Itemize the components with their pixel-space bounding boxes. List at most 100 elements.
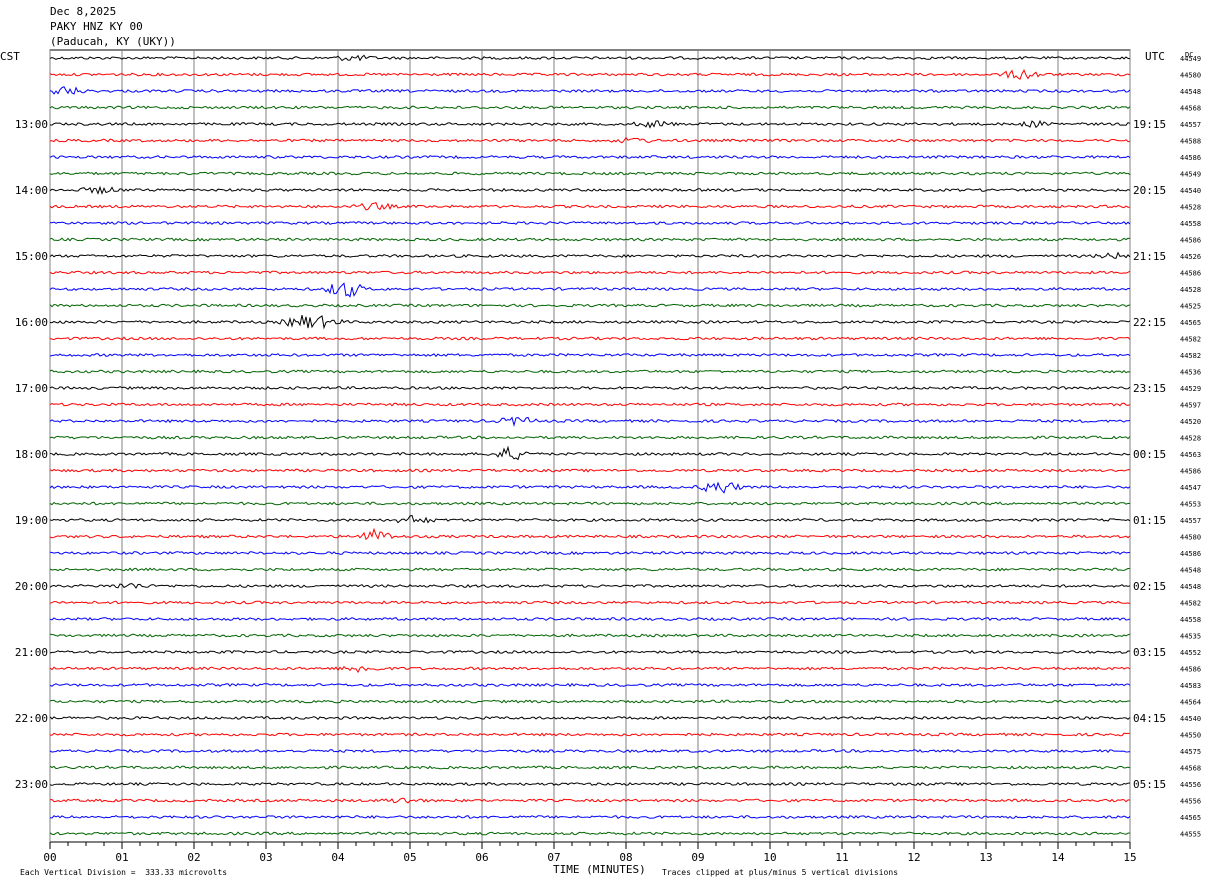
- header-date: Dec 8,2025: [50, 5, 117, 18]
- seismic-trace: [49, 699, 1130, 704]
- header-station: PAKY HNZ KY 00: [50, 20, 143, 33]
- dc-offset-label: 44555: [1180, 831, 1201, 839]
- dc-offset-label: 44548: [1180, 88, 1201, 96]
- header-location: (Paducah, KY (UKY)): [50, 35, 176, 48]
- seismic-trace: [49, 649, 1131, 654]
- x-tick-label: 03: [259, 851, 272, 864]
- dc-offset-label: 44586: [1180, 666, 1201, 674]
- dc-offset-label: 44597: [1180, 402, 1201, 410]
- scale-note: Each Vertical Division = 333.33 microvol…: [20, 868, 228, 877]
- dc-offset-label: 44550: [1180, 732, 1201, 740]
- dc-offset-label: 44583: [1180, 682, 1201, 690]
- dc-offset-label: 44586: [1180, 270, 1201, 278]
- dc-offset-label: 44520: [1180, 418, 1201, 426]
- dc-offset-label: 44528: [1180, 204, 1201, 212]
- seismic-trace: [49, 68, 1131, 80]
- left-time-label: 19:00: [15, 514, 48, 527]
- x-tick-label: 06: [475, 851, 488, 864]
- seismic-trace: [49, 527, 1131, 541]
- dc-offset-label: 44586: [1180, 550, 1201, 558]
- dc-offset-label: 44556: [1180, 781, 1201, 789]
- dc-offset-label: 44586: [1180, 154, 1201, 162]
- dc-offset-label: 44580: [1180, 534, 1201, 542]
- seismic-trace: [49, 237, 1131, 242]
- dc-offset-label: 44549: [1180, 55, 1201, 63]
- seismic-trace: [49, 369, 1131, 374]
- seismic-trace: [49, 732, 1130, 737]
- dc-offset-label: 44565: [1180, 814, 1201, 822]
- seismic-trace: [49, 435, 1131, 440]
- dc-offset-label: 44582: [1180, 352, 1201, 360]
- seismic-trace: [49, 185, 1131, 195]
- x-tick-label: 00: [43, 851, 56, 864]
- right-time-label: 01:15: [1133, 514, 1166, 527]
- seismic-trace: [49, 251, 1131, 259]
- right-time-label: 05:15: [1133, 778, 1166, 791]
- seismic-trace: [49, 86, 1131, 95]
- x-tick-label: 10: [763, 851, 776, 864]
- seismic-trace: [49, 201, 1130, 211]
- dc-offset-label: 44586: [1180, 468, 1201, 476]
- dc-offset-label: 44586: [1180, 237, 1201, 245]
- dc-offset-label: 44548: [1180, 567, 1201, 575]
- seismic-trace: [49, 468, 1131, 473]
- plot-frame: [49, 49, 1131, 843]
- right-time-label: 03:15: [1133, 646, 1166, 659]
- dc-offset-label: 44535: [1180, 633, 1201, 641]
- dc-offset-label: 44552: [1180, 649, 1201, 657]
- seismic-trace: [49, 514, 1131, 524]
- seismic-trace: [49, 336, 1131, 341]
- seismic-trace: [49, 154, 1131, 159]
- left-time-label: 21:00: [15, 646, 48, 659]
- seismic-trace: [49, 765, 1131, 770]
- right-time-label: 20:15: [1133, 184, 1166, 197]
- seismic-trace: [49, 314, 1131, 330]
- dc-offset-label: 44553: [1180, 501, 1201, 509]
- right-timezone-label: UTC: [1145, 50, 1165, 63]
- dc-header-label: DC: [1185, 51, 1193, 59]
- x-tick-label: 04: [331, 851, 345, 864]
- seismic-trace: [49, 748, 1131, 753]
- left-time-label: 15:00: [15, 250, 48, 263]
- right-time-label: 19:15: [1133, 118, 1166, 131]
- dc-offset-label: 44558: [1180, 220, 1201, 228]
- dc-offset-label: 44526: [1180, 253, 1201, 261]
- seismic-trace: [49, 270, 1131, 275]
- x-axis-title: TIME (MINUTES): [553, 863, 646, 876]
- seismic-trace: [49, 282, 1131, 298]
- right-time-label: 04:15: [1133, 712, 1166, 725]
- seismic-trace: [49, 831, 1131, 836]
- x-tick-label: 13: [979, 851, 992, 864]
- seismic-trace: [49, 105, 1131, 110]
- seismic-trace: [49, 54, 1131, 62]
- x-tick-label: 08: [619, 851, 632, 864]
- x-tick-label: 02: [187, 851, 200, 864]
- seismic-trace: [49, 633, 1131, 638]
- seismic-trace: [49, 567, 1131, 572]
- left-time-label: 23:00: [15, 778, 48, 791]
- dc-offset-label: 44529: [1180, 385, 1201, 393]
- dc-offset-label: 44564: [1180, 699, 1201, 707]
- dc-offset-label: 44549: [1180, 171, 1201, 179]
- seismic-trace: [49, 583, 1131, 589]
- dc-offset-label: 44575: [1180, 748, 1201, 756]
- dc-offset-label: 44540: [1180, 715, 1201, 723]
- seismic-trace: [49, 797, 1131, 804]
- left-time-label: 16:00: [15, 316, 48, 329]
- seismic-trace: [49, 600, 1131, 605]
- x-tick-label: 15: [1123, 851, 1136, 864]
- seismic-trace: [49, 781, 1130, 787]
- dc-offset-label: 44557: [1180, 517, 1201, 525]
- right-time-label: 02:15: [1133, 580, 1166, 593]
- seismic-trace: [49, 385, 1131, 391]
- seismic-trace: [49, 445, 1131, 461]
- seismic-trace: [49, 551, 1131, 555]
- seismic-trace: [49, 617, 1131, 622]
- dc-offset-label: 44547: [1180, 484, 1201, 492]
- seismic-trace: [49, 402, 1131, 407]
- dc-offset-label: 44556: [1180, 798, 1201, 806]
- dc-offset-label: 44588: [1180, 138, 1201, 146]
- left-time-label: 14:00: [15, 184, 48, 197]
- right-time-label: 00:15: [1133, 448, 1166, 461]
